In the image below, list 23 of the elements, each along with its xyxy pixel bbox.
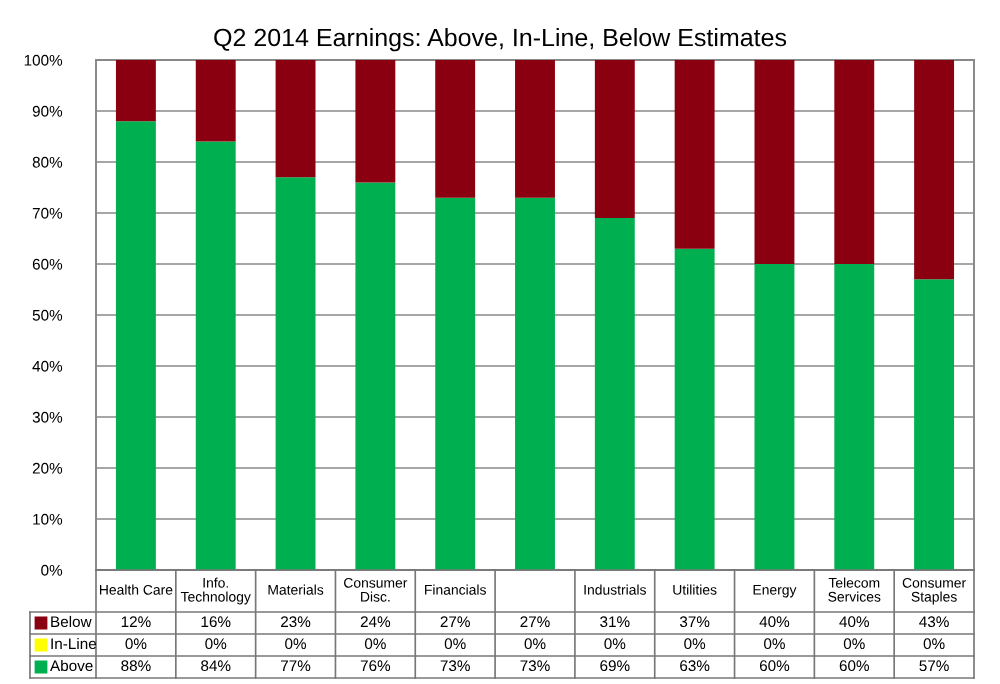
bar xyxy=(195,141,236,570)
bar xyxy=(594,60,635,219)
bar xyxy=(914,279,955,570)
bar xyxy=(435,197,476,570)
bar xyxy=(195,60,236,142)
bar xyxy=(834,264,875,570)
bar xyxy=(674,60,715,249)
bar xyxy=(275,177,316,570)
bar xyxy=(754,264,795,570)
bar xyxy=(115,121,156,570)
chart-title: Q2 2014 Earnings: Above, In-Line, Below Estimates xyxy=(214,28,787,52)
bar xyxy=(594,218,635,570)
bar xyxy=(355,60,396,183)
bar xyxy=(515,197,555,570)
bar xyxy=(914,60,955,280)
bar xyxy=(834,60,875,264)
bar xyxy=(754,60,795,264)
bar xyxy=(275,60,316,178)
bar xyxy=(115,60,156,122)
bar xyxy=(355,182,396,570)
bar xyxy=(435,60,476,198)
bar xyxy=(674,248,715,570)
bar xyxy=(515,60,555,198)
